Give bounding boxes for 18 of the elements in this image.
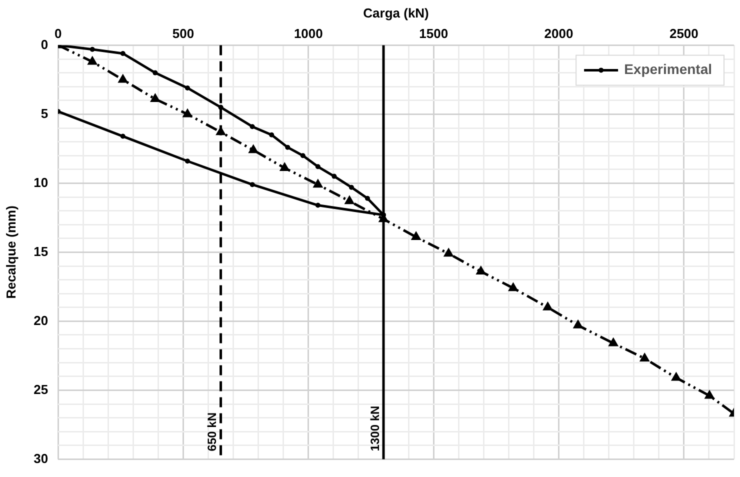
y-tick-label: 30: [34, 450, 48, 466]
x-tick-label: 0: [54, 26, 62, 41]
y-tick-label: 10: [34, 174, 48, 190]
ref-line-label: 650 kN: [205, 412, 220, 452]
x-tick-label: 2000: [544, 26, 574, 41]
y-tick-label: 5: [40, 106, 48, 121]
x-tick-label: 1000: [294, 26, 323, 41]
y-axis-title: Recalque (mm): [3, 206, 18, 299]
x-tick-label: 1500: [419, 26, 448, 41]
x-axis-title: Carga (kN): [363, 5, 429, 20]
x-tick-label: 500: [172, 26, 194, 41]
y-tick-label: 0: [40, 36, 48, 52]
ref-line-label: 1300 kN: [368, 406, 382, 452]
y-tick-label: 20: [34, 312, 48, 328]
y-tick-label: 15: [34, 244, 48, 259]
legend-label: Experimental: [624, 61, 712, 78]
y-tick-label: 25: [34, 382, 48, 397]
x-tick-label: 2500: [669, 26, 698, 41]
